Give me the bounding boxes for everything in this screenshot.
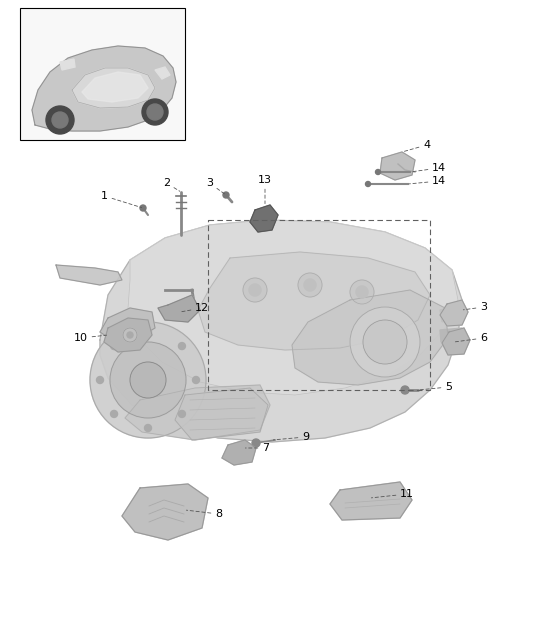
Polygon shape — [100, 308, 155, 340]
Circle shape — [192, 377, 199, 384]
Circle shape — [249, 284, 261, 296]
Polygon shape — [155, 67, 170, 79]
Circle shape — [140, 205, 146, 211]
Text: 12: 12 — [181, 303, 209, 313]
Circle shape — [252, 439, 260, 447]
Polygon shape — [380, 152, 415, 180]
Bar — [440, 328, 463, 342]
Polygon shape — [100, 220, 462, 442]
Circle shape — [127, 332, 133, 338]
Circle shape — [366, 181, 371, 187]
Polygon shape — [250, 205, 278, 232]
Text: 7: 7 — [245, 443, 269, 453]
Circle shape — [363, 320, 407, 364]
Circle shape — [350, 280, 374, 304]
Polygon shape — [158, 295, 200, 322]
Polygon shape — [82, 72, 148, 102]
Polygon shape — [198, 252, 430, 350]
Polygon shape — [292, 290, 448, 385]
Polygon shape — [125, 385, 270, 440]
Circle shape — [401, 386, 409, 394]
Polygon shape — [104, 318, 152, 352]
Bar — [20, 8, 185, 140]
Text: 13: 13 — [258, 175, 272, 203]
Text: 9: 9 — [274, 432, 309, 442]
Text: 5: 5 — [420, 382, 452, 392]
Text: 11: 11 — [371, 489, 414, 499]
Text: 6: 6 — [456, 333, 487, 343]
Circle shape — [356, 286, 368, 298]
Text: 4: 4 — [403, 140, 430, 151]
Polygon shape — [440, 300, 468, 326]
Text: 2: 2 — [163, 178, 180, 192]
Polygon shape — [175, 388, 268, 440]
Circle shape — [178, 342, 185, 350]
Polygon shape — [60, 59, 75, 70]
Text: 8: 8 — [186, 509, 222, 519]
Circle shape — [142, 99, 168, 125]
Polygon shape — [32, 46, 176, 131]
Text: 1: 1 — [101, 191, 142, 208]
Text: 14: 14 — [411, 163, 446, 173]
Circle shape — [223, 192, 229, 198]
Text: 14: 14 — [409, 176, 446, 186]
Polygon shape — [56, 265, 122, 285]
Circle shape — [304, 279, 316, 291]
Polygon shape — [122, 484, 208, 540]
Circle shape — [46, 106, 74, 134]
Circle shape — [147, 104, 163, 120]
Circle shape — [130, 362, 166, 398]
Text: 10: 10 — [74, 333, 107, 343]
Circle shape — [52, 112, 68, 128]
Polygon shape — [222, 440, 256, 465]
Circle shape — [90, 322, 206, 438]
Circle shape — [298, 273, 322, 297]
Circle shape — [178, 411, 185, 418]
Bar — [208, 220, 430, 390]
Circle shape — [144, 328, 152, 335]
Polygon shape — [72, 68, 155, 108]
Text: 3: 3 — [206, 178, 225, 194]
Circle shape — [243, 278, 267, 302]
Circle shape — [144, 425, 152, 431]
Text: 3: 3 — [463, 302, 487, 312]
Polygon shape — [442, 328, 470, 355]
Polygon shape — [330, 482, 412, 520]
Circle shape — [111, 411, 118, 418]
Circle shape — [96, 377, 104, 384]
Circle shape — [111, 342, 118, 350]
Circle shape — [123, 328, 137, 342]
Circle shape — [376, 170, 380, 175]
Polygon shape — [128, 220, 458, 395]
Bar — [440, 306, 464, 322]
Circle shape — [110, 342, 186, 418]
Circle shape — [350, 307, 420, 377]
